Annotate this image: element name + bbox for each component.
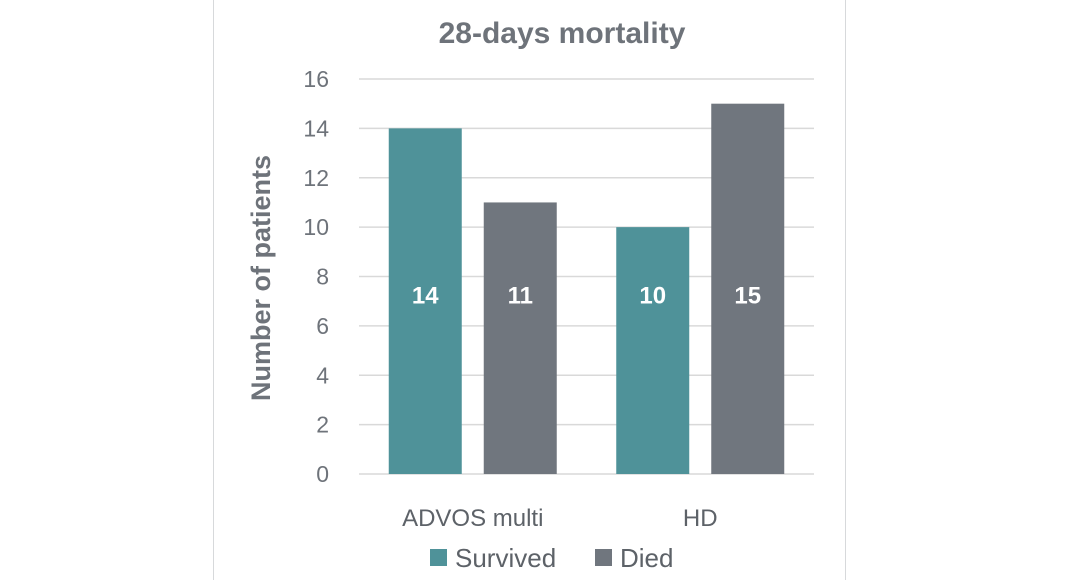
y-tick-label: 14: [303, 115, 329, 141]
y-tick-label: 16: [303, 66, 329, 92]
x-axis-categories: ADVOS multi HD: [402, 505, 718, 532]
legend-label-died: Died: [620, 543, 673, 573]
bar-survived-1: [616, 227, 690, 474]
y-tick-label: 0: [316, 461, 329, 487]
bar-survived-0: [388, 128, 462, 474]
x-category-label: ADVOS multi: [402, 505, 543, 532]
data-label: 14: [412, 283, 439, 310]
y-tick-label: 2: [316, 412, 329, 438]
y-axis-ticks: 0 2 4 6 8 10 12 14 16: [303, 66, 329, 487]
data-label: 10: [639, 283, 666, 310]
data-label: 11: [508, 283, 533, 310]
y-tick-label: 8: [316, 264, 329, 290]
legend-label-survived: Survived: [455, 543, 556, 573]
bar-chart: 28-days mortality Number of patients 0 2 4…: [246, 17, 814, 573]
data-labels: 14 11 10 15: [412, 283, 761, 310]
data-label: 15: [734, 283, 761, 310]
y-tick-label: 12: [303, 165, 329, 191]
bars: [388, 103, 785, 474]
y-tick-label: 4: [316, 362, 329, 388]
y-tick-label: 6: [316, 313, 329, 339]
chart-title: 28-days mortality: [439, 17, 686, 50]
legend-swatch-died: [595, 549, 612, 566]
y-tick-label: 10: [303, 214, 329, 240]
bar-died-1: [711, 103, 785, 474]
legend: Survived Died: [430, 543, 673, 573]
x-category-label: HD: [683, 505, 718, 532]
y-axis-label: Number of patients: [246, 155, 276, 401]
chart-frame: 28-days mortality Number of patients 0 2 4…: [213, 0, 846, 580]
bar-died-0: [483, 202, 557, 474]
legend-swatch-survived: [430, 549, 447, 566]
